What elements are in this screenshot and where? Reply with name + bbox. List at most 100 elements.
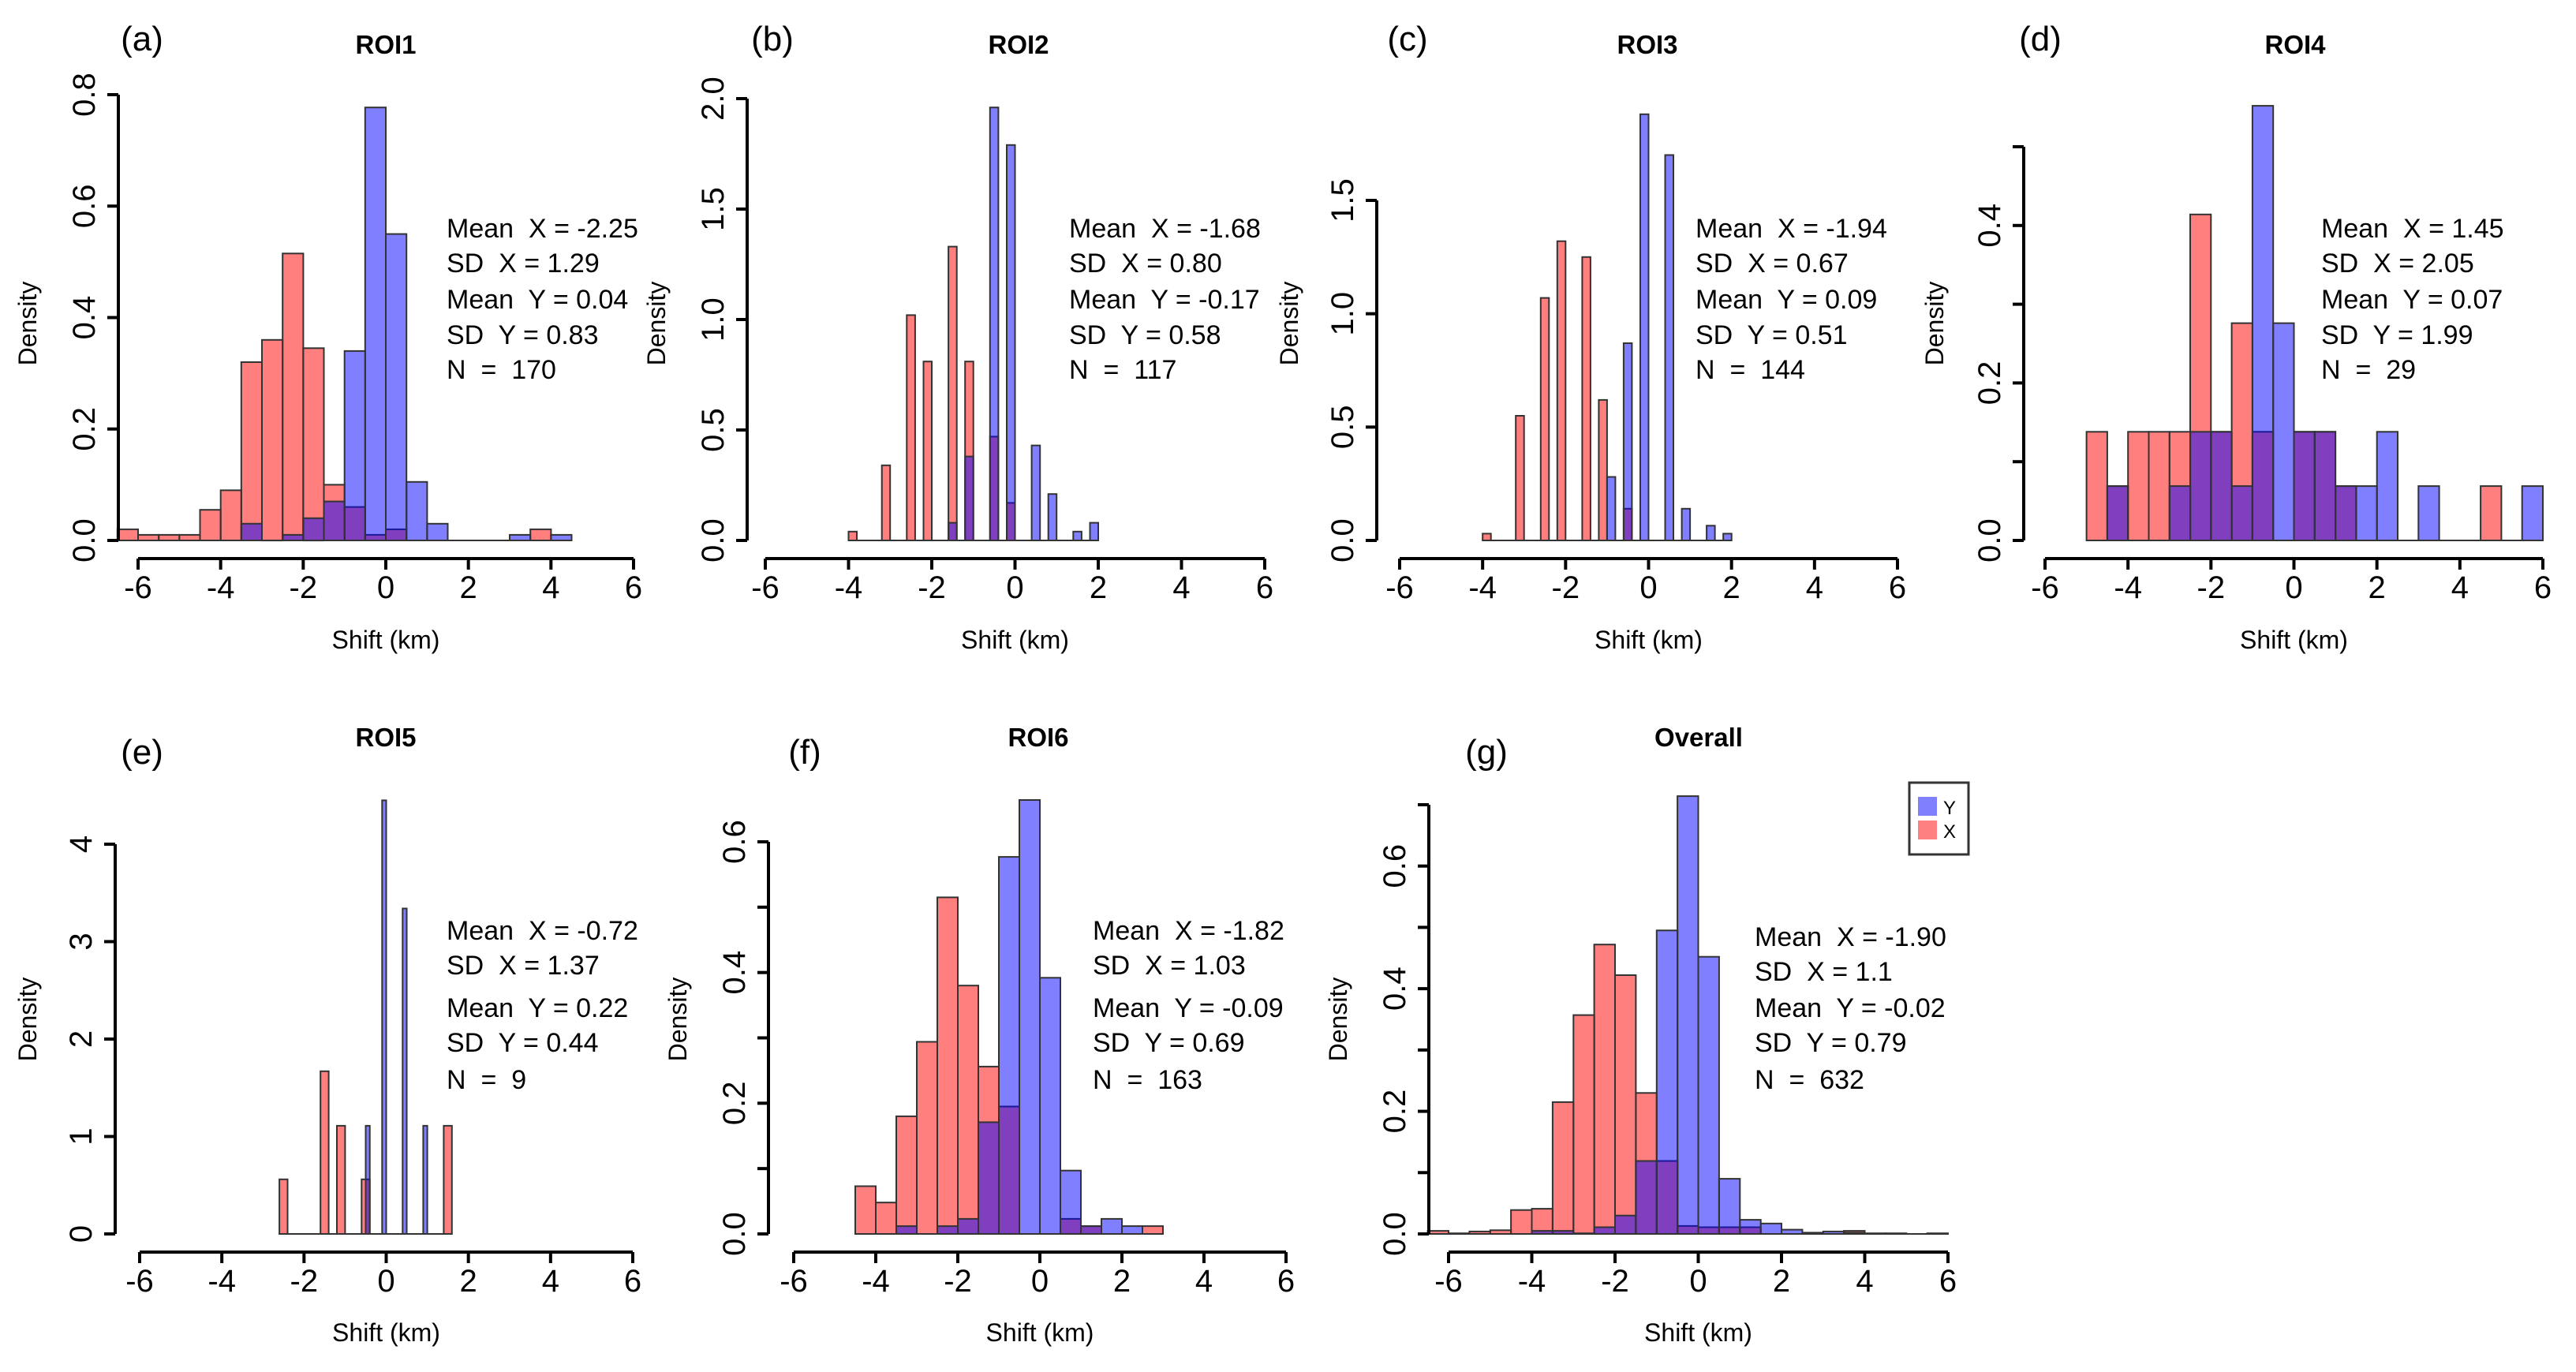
- bar-y: [381, 799, 387, 1235]
- x-tick-label: 2: [460, 1264, 477, 1299]
- bar-y: [1089, 522, 1099, 541]
- x-tick-label: 4: [1806, 570, 1823, 605]
- bar-x: [116, 528, 140, 542]
- x-tick-label: 0: [2285, 570, 2302, 605]
- bar-y: [978, 1121, 1000, 1236]
- x-tick-label: -4: [1468, 570, 1497, 605]
- bar-y: [1681, 507, 1692, 541]
- bar-y: [2335, 485, 2357, 541]
- x-tick-label: -6: [2031, 570, 2059, 605]
- panel-letter: (d): [2019, 20, 2062, 58]
- x-tick-label: -6: [1385, 570, 1414, 605]
- y-tick-label: 0.0: [1325, 518, 1360, 563]
- y-tick-label: 1.0: [1325, 292, 1360, 336]
- legend-label-y: Y: [1943, 798, 1956, 819]
- x-tick-label: -2: [918, 570, 946, 605]
- panel-b: 0.0 0.5 1.0 1.5 2.0 -6 -4 -2 0 2 4 6 Shift (km) Densi…: [642, 20, 1273, 654]
- x-tick-label: -4: [835, 570, 863, 605]
- bar-x: [336, 1124, 346, 1236]
- x-tick-label: 0: [377, 1264, 394, 1299]
- bar-y: [1697, 955, 1720, 1235]
- bar-y: [2293, 431, 2316, 541]
- bar-y: [402, 907, 408, 1235]
- x-tick-label: -6: [780, 1264, 808, 1299]
- y-axis-label: Density: [1275, 282, 1303, 366]
- x-tick-label: 6: [624, 1264, 641, 1299]
- panel-letter: (f): [788, 733, 821, 772]
- y-axis-label: Density: [664, 978, 692, 1062]
- y-axis-label: Density: [1920, 282, 1949, 366]
- x-tick-label: 2: [2368, 570, 2386, 605]
- y-tick-label: 0.0: [1972, 518, 2007, 563]
- bar-y: [323, 500, 346, 541]
- bar-x: [158, 533, 181, 542]
- bar-x: [320, 1070, 330, 1236]
- bar-y: [1080, 1225, 1102, 1235]
- bar-y: [406, 480, 428, 541]
- x-tick-label: 4: [1172, 570, 1190, 605]
- y-tick-label: 0.0: [67, 518, 102, 563]
- legend-swatch-x: [1918, 821, 1937, 839]
- bar-y: [2521, 485, 2544, 541]
- x-tick-label: 4: [1195, 1264, 1213, 1299]
- y-tick-label: 0.4: [1378, 966, 1412, 1011]
- x-tick-label: -4: [2114, 570, 2142, 605]
- bar-y: [426, 522, 449, 541]
- bar-y: [1039, 977, 1061, 1236]
- x-tick-label: 4: [542, 1264, 559, 1299]
- stat-line: Mean X = -0.72: [447, 916, 638, 946]
- stat-line: Mean X = -1.68: [1069, 214, 1261, 244]
- bar-y: [2417, 485, 2440, 541]
- bar-x: [302, 347, 325, 541]
- x-tick-label: 2: [1090, 570, 1107, 605]
- bar-x: [240, 361, 263, 541]
- y-tick-label: 1: [64, 1127, 99, 1145]
- bar-y: [1614, 1214, 1637, 1235]
- bar-x: [282, 252, 305, 541]
- panel-e: 0 1 2 3 4 -6 -4 -2 0 2 4 6 Shift (km) Density ROI5 (e) M…: [13, 723, 641, 1347]
- bar-x: [199, 509, 222, 542]
- y-tick-label: 0.0: [696, 518, 731, 563]
- bar-y: [1047, 493, 1058, 542]
- bar-x: [906, 314, 916, 541]
- panel-title: ROI2: [988, 30, 1049, 59]
- stat-line: SD X = 2.05: [2321, 249, 2474, 279]
- bar-y: [1718, 1178, 1741, 1235]
- bar-y: [2376, 431, 2398, 541]
- bar-x: [957, 985, 979, 1235]
- stat-line: SD Y = 1.99: [2321, 320, 2473, 350]
- bar-x: [1614, 974, 1637, 1235]
- x-tick-label: -2: [2197, 570, 2226, 605]
- x-tick-label: 6: [1939, 1264, 1957, 1299]
- stat-line: SD Y = 0.51: [1696, 320, 1848, 350]
- bar-y: [365, 1124, 371, 1236]
- stat-line: Mean Y = 0.07: [2321, 285, 2503, 315]
- x-tick-label: -4: [207, 570, 235, 605]
- bar-y: [1635, 1160, 1658, 1235]
- stat-line: N = 117: [1069, 355, 1176, 385]
- bar-x: [279, 1178, 289, 1236]
- y-tick-label: 0.2: [717, 1082, 752, 1126]
- bar-y: [2230, 485, 2253, 541]
- bar-y: [1101, 1217, 1123, 1236]
- legend-label-x: X: [1943, 821, 1956, 843]
- y-axis-label: Density: [13, 282, 42, 366]
- bar-x: [1515, 415, 1525, 541]
- y-axis-label: Density: [1324, 978, 1352, 1062]
- y-axis-label: Density: [642, 282, 671, 366]
- stat-line: N = 170: [447, 355, 556, 385]
- stat-line: SD Y = 0.69: [1093, 1028, 1245, 1058]
- x-tick-label: 0: [377, 570, 394, 605]
- panel-letter: (a): [121, 20, 163, 58]
- x-tick-label: -4: [1518, 1264, 1546, 1299]
- x-tick-label: 2: [1723, 570, 1740, 605]
- y-tick-label: 0.4: [1972, 204, 2007, 248]
- bar-y: [1593, 1226, 1616, 1235]
- bar-y: [343, 350, 366, 541]
- bar-y: [385, 233, 408, 541]
- panel-letter: (b): [751, 20, 794, 58]
- stat-line: SD X = 1.1: [1755, 957, 1893, 987]
- x-tick-label: 6: [1889, 570, 1906, 605]
- stat-line: N = 144: [1696, 355, 1805, 385]
- x-tick-label: -6: [751, 570, 780, 605]
